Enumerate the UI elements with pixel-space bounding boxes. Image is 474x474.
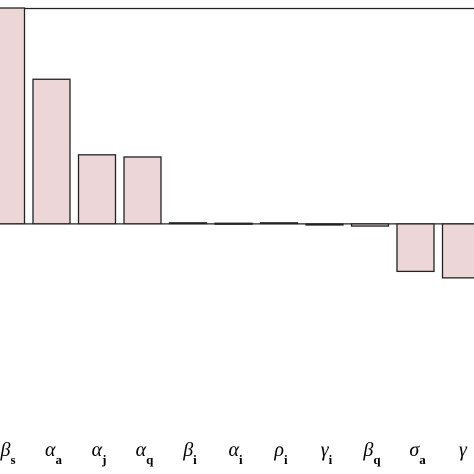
bar [396,223,435,273]
x-tick-subscript: a [419,452,426,467]
x-tick-symbol: α [136,439,147,461]
bar [32,78,71,225]
bar [441,223,474,279]
bar [123,156,162,225]
x-tick-subscript: j [101,452,106,467]
x-tick-subscript: s [10,452,15,467]
x-tick-symbol: σ [409,439,420,461]
x-tick-symbol: α [45,439,56,461]
x-tick-subscript: a [56,452,63,467]
x-tick-symbol: γ [459,439,468,461]
x-tick-label: ρi [273,439,288,467]
x-tick-label: βq [362,439,381,467]
x-tick-symbol: α [228,439,239,461]
x-tick-subscript: q [146,452,154,467]
x-tick-label: βs [0,439,16,467]
x-tick-label: αa [45,439,63,467]
x-tick-subscript: q [373,452,381,467]
x-tick-label: αj [92,439,107,467]
x-tick-symbol: γ [321,439,330,461]
x-tick-label: αq [136,439,155,467]
x-tick-symbol: β [0,439,10,461]
x-tick-label: βi [182,439,197,467]
bar [0,7,26,225]
x-tick-label: γi [321,439,333,467]
x-tick-symbol: β [362,439,373,461]
x-tick-subscript: i [239,452,243,467]
x-tick-subscript: i [284,452,288,467]
x-tick-symbol: β [182,439,193,461]
x-tick-label: αi [228,439,243,467]
x-tick-label: σa [409,439,426,467]
bar [77,154,117,225]
x-tick-symbol: α [92,439,103,461]
x-tick-symbol: ρ [273,439,284,461]
x-tick-subscript: i [193,452,197,467]
x-tick-label: γ [459,439,468,461]
x-tick-subscript: i [329,452,333,467]
